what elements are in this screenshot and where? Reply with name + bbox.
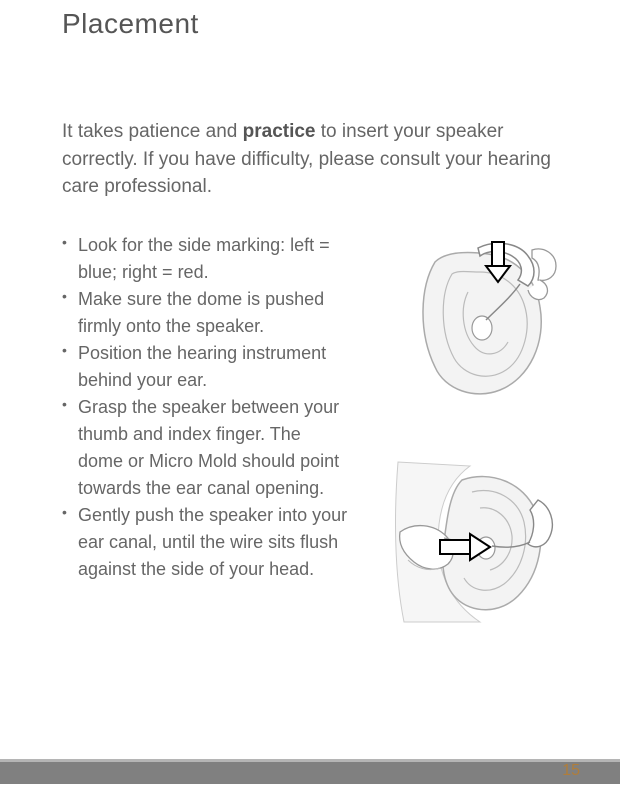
bullet-text: Position the hearing instrument behind y…	[78, 343, 326, 390]
bullet-text: Look for the side marking: left = blue; …	[78, 235, 330, 282]
list-item: Position the hearing instrument behind y…	[62, 340, 350, 394]
bullet-text: Make sure the dome is pushed firmly onto…	[78, 289, 324, 336]
list-item: Grasp the speaker between your thumb and…	[62, 394, 350, 502]
page-number: 15	[562, 762, 580, 780]
content-row: Look for the side marking: left = blue; …	[62, 232, 582, 632]
intro-bold: practice	[243, 121, 316, 142]
list-item: Make sure the dome is pushed firmly onto…	[62, 286, 350, 340]
document-page: Placement It takes patience and practice…	[0, 0, 620, 806]
footer-bar	[0, 762, 620, 784]
figure-ear-insert-side	[390, 452, 570, 632]
list-item: Gently push the speaker into your ear ca…	[62, 502, 350, 583]
page-title: Placement	[62, 8, 199, 40]
bullet-text: Grasp the speaker between your thumb and…	[78, 397, 339, 498]
intro-text-before: It takes patience and	[62, 121, 243, 142]
bullet-list: Look for the side marking: left = blue; …	[62, 232, 350, 632]
figures-column	[390, 232, 582, 632]
intro-paragraph: It takes patience and practice to insert…	[62, 118, 562, 201]
figure-ear-insert-top	[390, 232, 570, 412]
list-item: Look for the side marking: left = blue; …	[62, 232, 350, 286]
bullet-text: Gently push the speaker into your ear ca…	[78, 505, 347, 579]
